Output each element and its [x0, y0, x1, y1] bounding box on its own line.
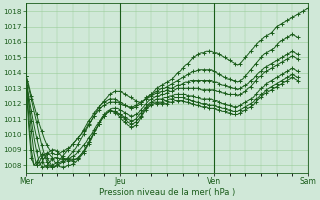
X-axis label: Pression niveau de la mer( hPa ): Pression niveau de la mer( hPa ) [99, 188, 235, 197]
